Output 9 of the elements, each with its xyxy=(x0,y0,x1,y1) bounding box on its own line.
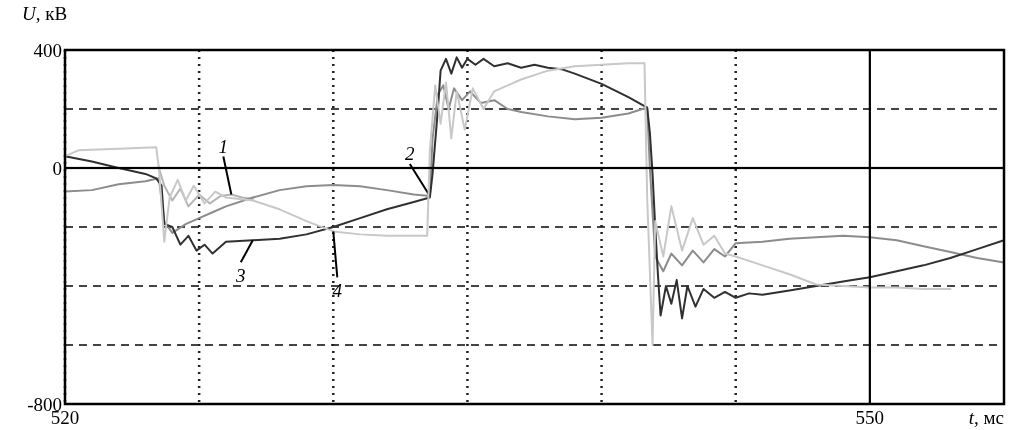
x-axis-title: t, мс xyxy=(968,407,1004,428)
text: 1 xyxy=(218,135,229,157)
y-tick-label: 400 xyxy=(33,39,62,61)
x-tick-label: 550 xyxy=(855,407,885,428)
series-label: 2 xyxy=(405,143,416,165)
text: 4 xyxy=(332,280,343,302)
y-tick-label: 0 xyxy=(52,157,62,179)
y-axis-title: U, кВ xyxy=(22,3,68,24)
series-label: 3 xyxy=(235,265,246,287)
